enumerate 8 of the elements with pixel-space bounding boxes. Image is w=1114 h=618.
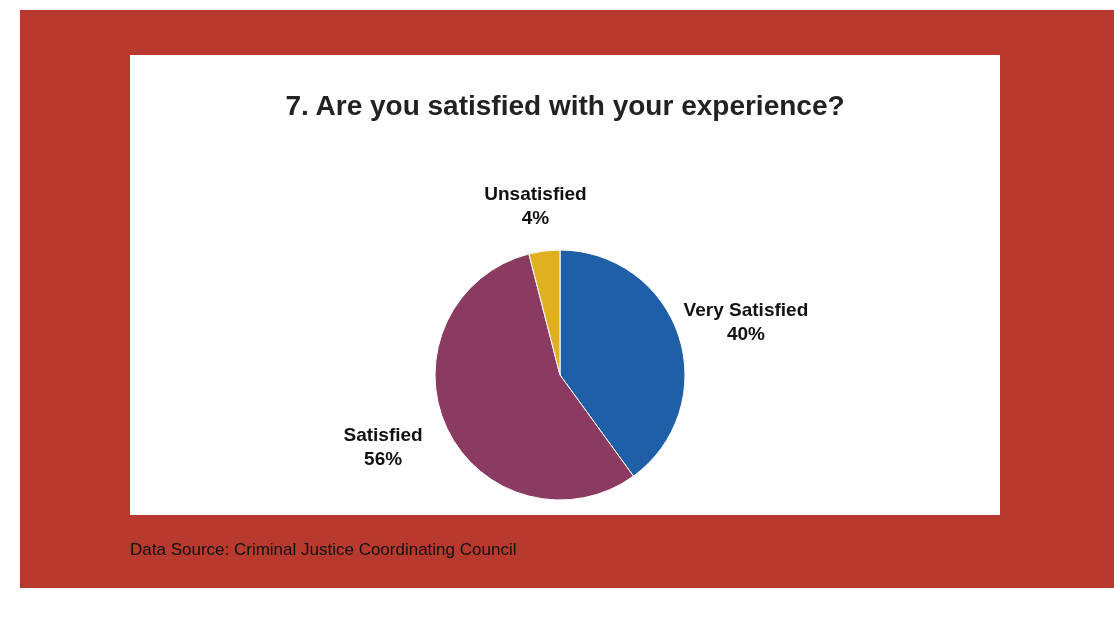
slice-label: Very Satisfied	[683, 299, 809, 321]
slice-label: Unsatisfied	[484, 183, 587, 205]
data-label: 40%	[726, 323, 766, 345]
chart-title: 7. Are you satisfied with your experience?	[285, 90, 845, 121]
source-note: Data Source: Criminal Justice Coordinating Council	[130, 540, 517, 559]
slice-label: Satisfied	[343, 424, 423, 446]
data-label: 56%	[364, 448, 403, 470]
data-label: 4%	[521, 207, 550, 229]
